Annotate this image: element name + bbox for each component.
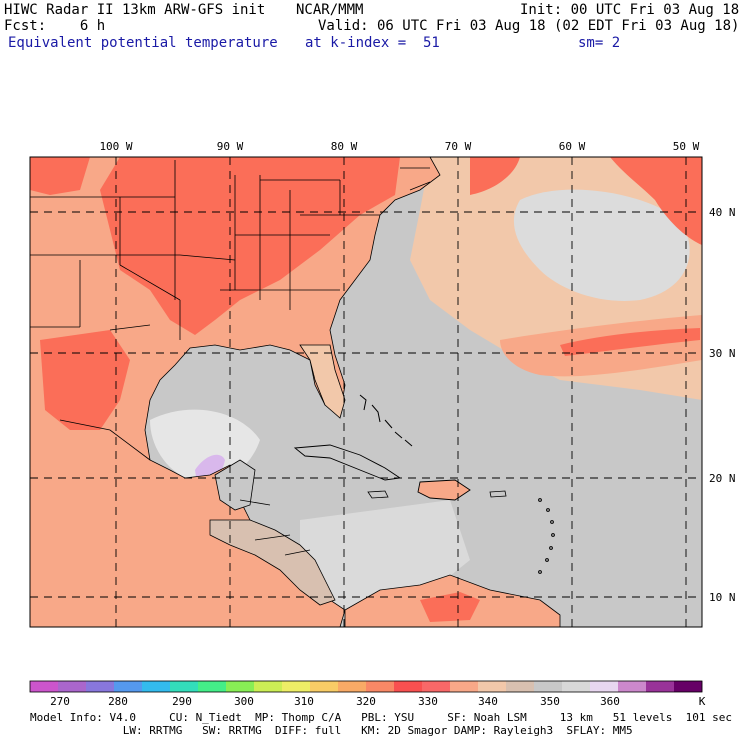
colorbar-swatch: [254, 681, 283, 692]
colorbar-labels: 270 280 290 300 310 320 330 340 350 360 …: [50, 695, 706, 708]
colorbar-swatch: [282, 681, 311, 692]
colorbar-tick: 310: [294, 695, 314, 708]
northeast-red-region: [610, 157, 702, 245]
colorbar-swatch: [338, 681, 367, 692]
cuba-land: [293, 444, 402, 481]
colorbar-swatch: [534, 681, 563, 692]
smoothing-label: sm= 2: [578, 35, 621, 51]
lat-label: 40 N: [709, 206, 736, 219]
colorbar: [29, 680, 703, 693]
forecast-hour: Fcst: 6 h: [4, 18, 106, 34]
colorbar-swatch: [310, 681, 339, 692]
colorbar-swatch: [450, 681, 479, 692]
institution-label: NCAR/MMM: [296, 2, 364, 18]
colorbar-swatch: [226, 681, 255, 692]
northwest-red-zone: [30, 157, 90, 195]
model-info-line1: Model Info: V4.0 CU: N_Tiedt MP: Thomp C…: [30, 711, 732, 724]
venezuela-red: [420, 592, 480, 622]
colorbar-tick: 300: [234, 695, 254, 708]
colorbar-swatch: [506, 681, 535, 692]
graticule: [30, 157, 702, 627]
atlantic-red-streak: [560, 328, 700, 356]
colorbar-tick: 320: [356, 695, 376, 708]
lat-label: 30 N: [709, 347, 736, 360]
yucatan-land: [214, 459, 256, 511]
jamaica-land: [367, 490, 389, 499]
colorbar-swatch: [366, 681, 395, 692]
colorbar-swatch: [198, 681, 227, 692]
puerto-rico-land: [489, 490, 507, 498]
hispaniola-land: [417, 479, 471, 501]
lon-label: 80 W: [331, 140, 358, 153]
colorbar-tick: 270: [50, 695, 70, 708]
colorbar-tick: 340: [478, 695, 498, 708]
colorbar-unit: K: [699, 695, 706, 708]
colorbar-tick: 280: [108, 695, 128, 708]
colorbar-swatch: [618, 681, 647, 692]
colorbar-swatch: [30, 681, 59, 692]
atlantic-light-swirl: [513, 189, 690, 301]
colorbar-swatch: [142, 681, 171, 692]
colorbar-swatch: [674, 681, 703, 692]
colorbar-frame: [29, 680, 703, 693]
central-america-land: [209, 519, 336, 606]
lat-label: 20 N: [709, 472, 736, 485]
colorbar-tick: 290: [172, 695, 192, 708]
init-time: Init: 00 UTC Fri 03 Aug 18: [520, 2, 740, 18]
lon-label: 90 W: [217, 140, 244, 153]
model-info-line2: LW: RRTMG SW: RRTMG DIFF: full KM: 2D Sm…: [30, 724, 633, 737]
lon-label: 60 W: [559, 140, 586, 153]
colorbar-swatch: [58, 681, 87, 692]
colorbar-swatch: [170, 681, 199, 692]
colorbar-tick: 360: [600, 695, 620, 708]
colorbar-swatch: [86, 681, 115, 692]
colorbar-swatch: [422, 681, 451, 692]
colorbar-swatch: [646, 681, 675, 692]
lon-label: 100 W: [99, 140, 132, 153]
colorbar-tick: 350: [540, 695, 560, 708]
colorbar-swatch: [394, 681, 423, 692]
valid-time: Valid: 06 UTC Fri 03 Aug 18 (02 EDT Fri …: [318, 18, 740, 34]
colorbar-swatch: [478, 681, 507, 692]
colorbar-tick: 330: [418, 695, 438, 708]
political-boundaries: [30, 160, 431, 556]
colorbar-swatch: [114, 681, 143, 692]
bahamas-islands: [359, 394, 413, 447]
lon-label: 50 W: [673, 140, 700, 153]
lat-label: 10 N: [709, 591, 736, 604]
field-name: Equivalent potential temperature: [8, 35, 278, 51]
lon-label: 70 W: [445, 140, 472, 153]
map-area: [30, 157, 702, 627]
level-index: at k-index = 51: [305, 35, 440, 51]
colorbar-swatch: [562, 681, 591, 692]
southwest-red-zone: [40, 330, 130, 430]
model-title: HIWC Radar II 13km ARW-GFS init: [4, 2, 266, 18]
map-frame: [29, 156, 703, 628]
colorbar-swatch: [590, 681, 619, 692]
gulfstream-red: [470, 157, 520, 195]
lesser-antilles: [538, 498, 555, 574]
